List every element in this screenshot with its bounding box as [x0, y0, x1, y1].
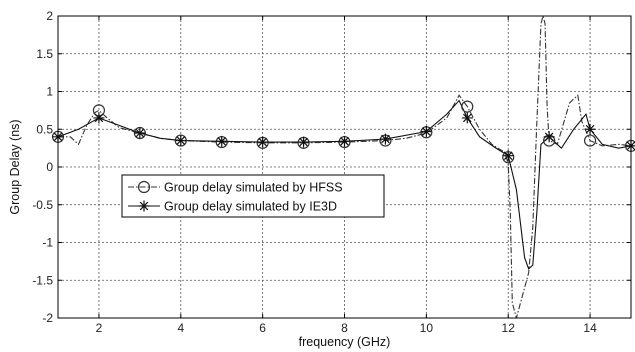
legend-box	[121, 174, 385, 218]
legend-label: Group delay simulated by HFSS	[164, 181, 343, 195]
asterisk-marker	[379, 133, 391, 145]
y-tick-label: 1.5	[36, 47, 53, 61]
y-axis-label: Group Delay (ns)	[8, 119, 22, 214]
asterisk-marker	[461, 112, 473, 124]
asterisk-marker	[134, 127, 146, 139]
circle-marker	[461, 100, 474, 113]
asterisk-marker	[175, 135, 187, 147]
series-line-2	[58, 99, 631, 270]
legend: Group delay simulated by HFSS Group delay…	[121, 174, 385, 218]
x-tick-label: 8	[341, 321, 348, 335]
asterisk-marker	[339, 135, 350, 147]
y-tick-label: 0	[46, 160, 53, 174]
x-axis-label: frequency (GHz)	[299, 335, 391, 349]
asterisk-marker	[93, 112, 105, 124]
legend-asterisk-marker	[138, 200, 150, 212]
y-tick-label: -1.5	[32, 273, 53, 287]
x-tick-label: 12	[502, 321, 516, 335]
y-tick-label: 0.5	[36, 122, 53, 136]
x-tick-label: 2	[96, 321, 103, 335]
x-tick-label: 6	[259, 321, 266, 335]
asterisk-marker	[584, 123, 596, 135]
y-tick-label: 2	[46, 9, 53, 23]
y-tick-label: 1	[46, 85, 53, 99]
tick-layer: 2 4 6 8 10 12 14 -2 -1.5 -1 -0.5 0 0.5 1 1.5 2	[32, 9, 631, 335]
legend-circle-marker	[137, 180, 151, 194]
y-tick-label: -2	[42, 311, 53, 325]
x-tick-label: 10	[420, 321, 434, 335]
asterisk-marker	[216, 135, 228, 147]
asterisk-marker	[298, 136, 310, 148]
y-tick-label: -0.5	[32, 198, 53, 212]
asterisk-marker	[543, 131, 555, 143]
circle-marker	[583, 134, 597, 147]
legend-label: Group delay simulated by IE3D	[164, 200, 337, 214]
x-tick-label: 14	[583, 321, 597, 335]
series-layer	[51, 16, 635, 318]
x-tick-label: 4	[177, 321, 184, 335]
asterisk-marker	[257, 136, 269, 148]
asterisk-marker	[502, 150, 514, 162]
y-tick-label: -1	[42, 236, 53, 250]
asterisk-marker	[420, 126, 432, 138]
